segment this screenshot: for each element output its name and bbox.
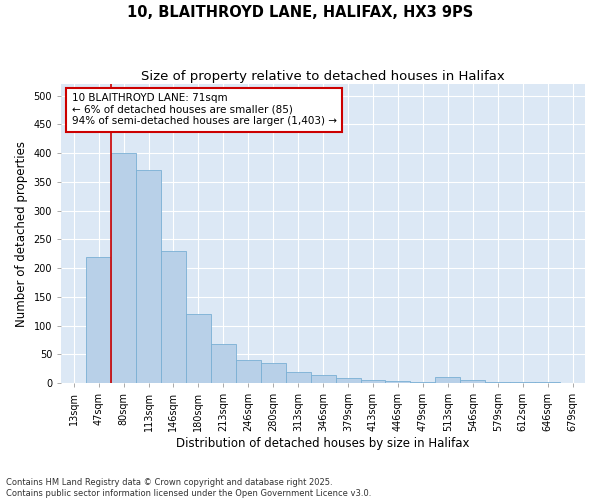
Bar <box>510 382 535 383</box>
Bar <box>485 382 510 383</box>
Bar <box>311 375 335 383</box>
Bar <box>86 256 111 383</box>
Bar <box>335 378 361 383</box>
Bar <box>261 363 286 383</box>
Bar <box>535 382 560 383</box>
Bar <box>436 378 460 383</box>
Y-axis label: Number of detached properties: Number of detached properties <box>15 140 28 326</box>
Bar <box>136 170 161 383</box>
Text: Contains HM Land Registry data © Crown copyright and database right 2025.
Contai: Contains HM Land Registry data © Crown c… <box>6 478 371 498</box>
Bar <box>236 360 261 383</box>
Text: 10 BLAITHROYD LANE: 71sqm
← 6% of detached houses are smaller (85)
94% of semi-d: 10 BLAITHROYD LANE: 71sqm ← 6% of detach… <box>71 93 337 126</box>
Bar <box>161 251 186 383</box>
Title: Size of property relative to detached houses in Halifax: Size of property relative to detached ho… <box>141 70 505 83</box>
Bar <box>361 380 385 383</box>
Bar <box>186 314 211 383</box>
Bar <box>286 372 311 383</box>
Text: 10, BLAITHROYD LANE, HALIFAX, HX3 9PS: 10, BLAITHROYD LANE, HALIFAX, HX3 9PS <box>127 5 473 20</box>
Bar <box>385 380 410 383</box>
Bar <box>410 382 436 383</box>
Bar <box>460 380 485 383</box>
Bar <box>111 153 136 383</box>
X-axis label: Distribution of detached houses by size in Halifax: Distribution of detached houses by size … <box>176 437 470 450</box>
Bar <box>211 344 236 383</box>
